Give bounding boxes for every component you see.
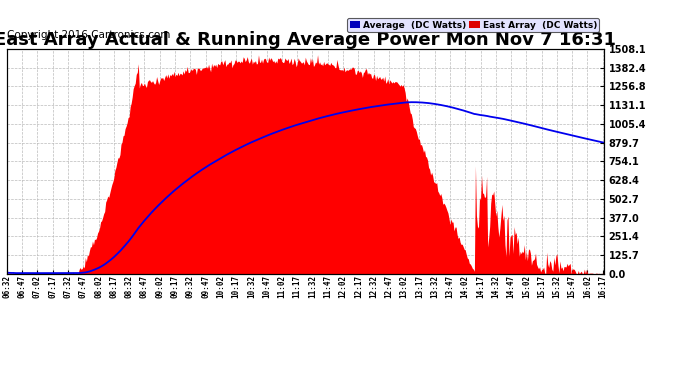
Text: Copyright 2016 Cartronics.com: Copyright 2016 Cartronics.com <box>7 30 170 40</box>
Title: East Array Actual & Running Average Power Mon Nov 7 16:31: East Array Actual & Running Average Powe… <box>0 31 616 49</box>
Legend: Average  (DC Watts), East Array  (DC Watts): Average (DC Watts), East Array (DC Watts… <box>347 18 599 32</box>
